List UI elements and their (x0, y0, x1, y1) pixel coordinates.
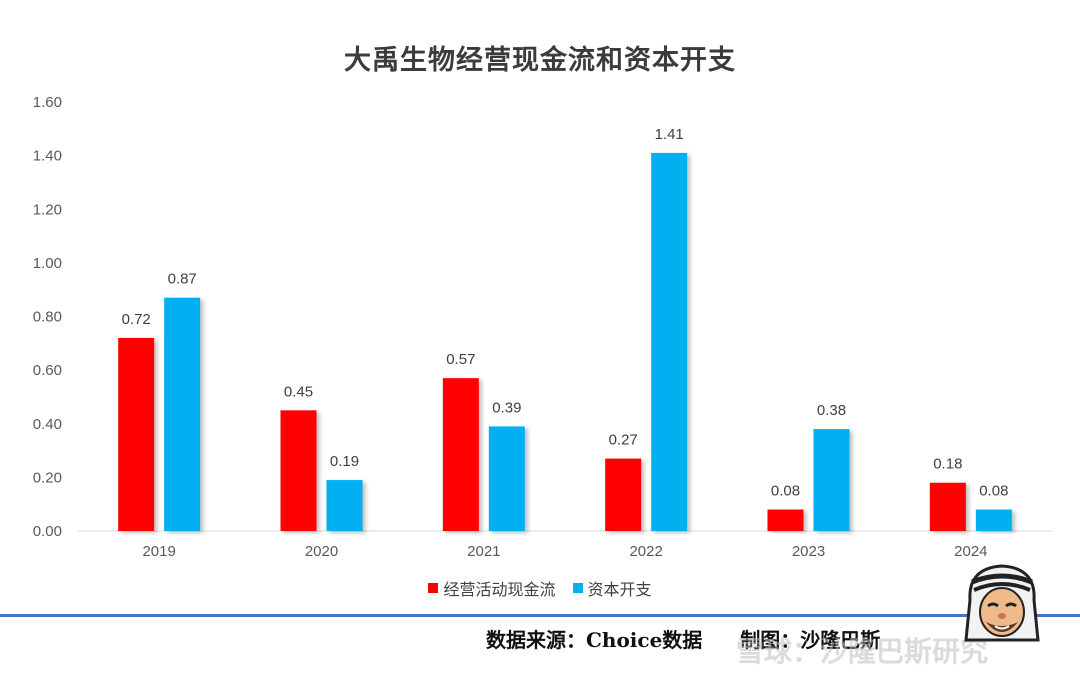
watermark: 雪球：沙隆巴斯研究 (736, 635, 989, 668)
data-label: 0.18 (933, 456, 962, 473)
data-label: 0.27 (609, 432, 638, 449)
legend-item-operating-cashflow: 经营活动现金流 (428, 576, 555, 600)
legend-label: 经营活动现金流 (443, 580, 556, 599)
bar-operating-cashflow-2019 (118, 337, 155, 531)
y-tick-label: 1.40 (33, 148, 62, 165)
data-label: 0.45 (284, 383, 313, 400)
bar-operating-cashflow-2022 (605, 458, 642, 531)
y-tick-label: 0.40 (33, 416, 62, 433)
x-tick-label: 2021 (467, 543, 500, 560)
x-tick-label: 2023 (792, 543, 825, 560)
x-tick-label: 2024 (954, 543, 987, 560)
legend: 经营活动现金流 资本开支 (0, 576, 1080, 600)
data-label: 0.87 (168, 271, 197, 288)
bar-operating-cashflow-2020 (280, 410, 317, 531)
data-label: 0.57 (446, 351, 475, 368)
x-tick-label: 2022 (629, 543, 662, 560)
y-tick-label: 1.00 (33, 255, 62, 272)
bar-operating-cashflow-2023 (767, 509, 804, 531)
legend-label: 资本开支 (587, 580, 652, 599)
data-label: 0.08 (771, 483, 800, 500)
bar-capex-2021 (488, 426, 525, 531)
bar-capex-2024 (975, 509, 1012, 531)
bar-capex-2019 (164, 297, 201, 531)
footer: 数据来源：Choice数据 制图：沙隆巴斯 (486, 624, 880, 653)
chart-author: 制图：沙隆巴斯 (740, 628, 881, 652)
legend-swatch-blue (572, 583, 583, 593)
data-label: 0.08 (979, 483, 1008, 500)
x-tick-label: 2020 (305, 543, 338, 560)
y-tick-label: 1.20 (33, 201, 62, 218)
y-tick-label: 1.60 (33, 94, 62, 111)
y-tick-label: 0.80 (33, 309, 62, 326)
bar-chart: 0.00 0.20 0.40 0.60 0.80 1.00 1.20 1.40 1.60 0.7… (33, 94, 1052, 560)
legend-swatch-red (428, 583, 439, 593)
data-label: 1.41 (655, 126, 684, 143)
bar-operating-cashflow-2024 (929, 482, 966, 531)
chart-title: 大禹生物经营现金流和资本开支 (344, 45, 736, 76)
mascot-icon (964, 564, 1040, 642)
data-label: 0.38 (817, 402, 846, 419)
legend-item-capex: 资本开支 (572, 576, 652, 600)
y-tick-label: 0.00 (33, 523, 62, 540)
data-source: 数据来源：Choice数据 (486, 628, 703, 652)
bar-capex-2022 (651, 152, 688, 531)
bar-capex-2023 (813, 429, 850, 531)
bar-capex-2020 (326, 480, 363, 531)
data-label: 0.39 (492, 399, 521, 416)
y-tick-label: 0.20 (33, 469, 62, 486)
bottom-divider (0, 614, 1080, 617)
bar-operating-cashflow-2021 (442, 378, 479, 531)
data-label: 0.19 (330, 453, 359, 470)
data-label: 0.72 (122, 311, 151, 328)
y-tick-label: 0.60 (33, 362, 62, 379)
x-tick-label: 2019 (142, 543, 175, 560)
